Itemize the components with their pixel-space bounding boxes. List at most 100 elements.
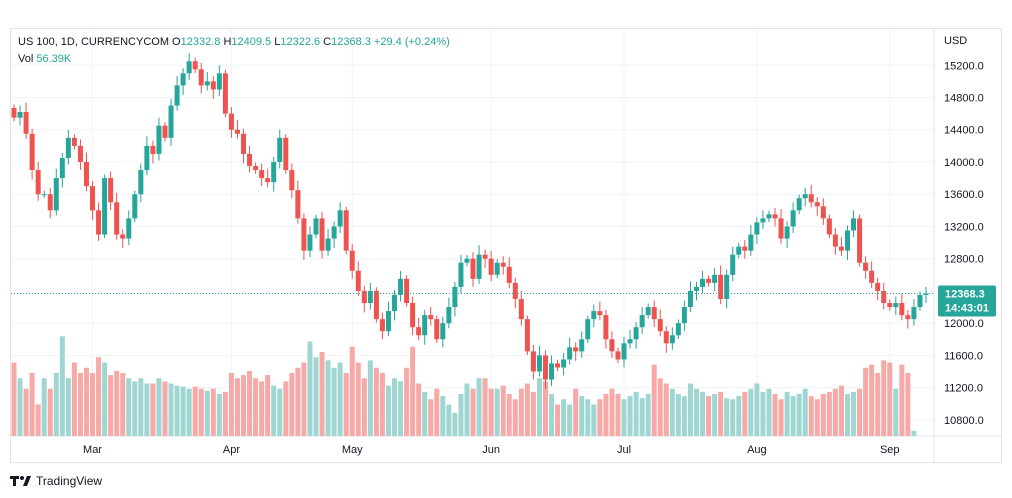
candle-body: [621, 343, 627, 360]
candle-body: [410, 303, 416, 328]
candle-body: [857, 218, 863, 263]
volume-bar: [162, 381, 168, 436]
symbol-label[interactable]: US 100, 1D, CURRENCYCOM: [18, 36, 169, 48]
volume-bar: [301, 362, 307, 436]
volume-bar: [476, 378, 482, 436]
volume-value: 56.39K: [36, 53, 72, 65]
candle-body: [59, 157, 65, 179]
volume-bar: [869, 364, 875, 436]
month-label: Mar: [83, 444, 102, 456]
candle-body: [452, 286, 458, 308]
volume-bar: [857, 388, 863, 436]
volume-label[interactable]: Vol: [18, 53, 34, 65]
volume-bar: [687, 383, 693, 436]
candle-body: [83, 161, 89, 187]
volume-bar: [905, 373, 911, 436]
volume-bar: [754, 383, 760, 436]
candle-body: [325, 238, 331, 251]
open-value: 12332.8: [180, 36, 221, 48]
candlestick-chart[interactable]: USD 15200.0 14800.0 14400.0 14000.0 13600.0 1…: [0, 0, 1012, 470]
candle-body: [283, 137, 289, 171]
volume-bar: [410, 346, 416, 436]
volume-bar: [265, 375, 271, 436]
volume-bar: [512, 399, 518, 436]
candle-body: [923, 293, 929, 295]
chart-frame[interactable]: [10, 28, 1002, 463]
candle-body: [760, 218, 766, 223]
candle-body: [754, 222, 760, 235]
volume-bar: [283, 381, 289, 436]
volume-bar: [53, 373, 59, 436]
price-tick-label: 10800.0: [944, 415, 984, 427]
candle-body: [464, 258, 470, 263]
volume-bar: [488, 388, 494, 436]
last-price-value: 12368.3: [945, 288, 985, 300]
volume-bar: [657, 378, 663, 436]
candle-body: [627, 339, 633, 344]
volume-bar: [138, 378, 144, 436]
volume-bar: [71, 362, 77, 436]
volume-bar: [77, 373, 83, 436]
volume-bar: [669, 388, 675, 436]
volume-bar: [681, 396, 687, 436]
candle-body: [301, 218, 307, 251]
price-tick-label: 15200.0: [944, 60, 984, 72]
candle-body: [585, 319, 591, 340]
volume-bar: [65, 378, 71, 436]
volume-bar: [579, 396, 585, 436]
price-tick-label: 12800.0: [944, 254, 984, 266]
candle-body: [838, 246, 844, 251]
candle-body: [35, 170, 41, 195]
candle-body: [893, 303, 899, 308]
volume-bar: [826, 391, 832, 436]
price-tick-label: 13600.0: [944, 189, 984, 201]
volume-bar: [615, 394, 621, 436]
month-label: Aug: [747, 444, 767, 456]
volume-bar: [724, 398, 730, 436]
volume-bar: [156, 378, 162, 436]
volume-bar: [398, 381, 404, 436]
candle-body: [216, 73, 222, 90]
candle-body: [259, 170, 265, 179]
candle-body: [742, 246, 748, 251]
candle-body: [609, 339, 615, 352]
volume-bar: [893, 388, 899, 436]
volume-bar: [524, 383, 530, 436]
candle-body: [869, 270, 875, 283]
volume-bar: [404, 367, 410, 436]
tradingview-logo-icon[interactable]: [10, 474, 32, 488]
volume-bar: [114, 370, 120, 436]
volume-bar: [319, 352, 325, 436]
candle-body: [138, 170, 144, 195]
price-tick-label: 12000.0: [944, 318, 984, 330]
open-label: O: [172, 36, 181, 48]
candle-body: [681, 307, 687, 324]
candle-body: [234, 129, 240, 134]
volume-bar: [555, 404, 561, 436]
candle-body: [645, 307, 651, 316]
price-tick-label: 14800.0: [944, 93, 984, 105]
price-axis[interactable]: USD 15200.0 14800.0 14400.0 14000.0 13600.0 1…: [944, 35, 984, 427]
volume-bar: [814, 399, 820, 436]
candle-body: [53, 178, 59, 211]
candle-body: [367, 290, 373, 304]
tradingview-brand[interactable]: TradingView: [36, 474, 103, 488]
close-label: C: [323, 36, 332, 48]
volume-bar: [609, 388, 615, 436]
volume-bar: [567, 404, 573, 436]
volume-bar: [422, 391, 428, 436]
volume-bar: [899, 364, 905, 436]
last-price-tag-bg: [938, 285, 996, 317]
volume-bar: [820, 394, 826, 436]
volume-bar: [192, 386, 198, 436]
candle-body: [241, 133, 247, 154]
volume-bar: [295, 367, 301, 436]
candle-body: [337, 210, 343, 227]
candle-body: [826, 218, 832, 235]
candle-body: [289, 170, 295, 191]
time-axis[interactable]: Mar Apr May Jun Jul Aug Sep: [83, 444, 900, 456]
candle-body: [355, 270, 361, 291]
candle-body: [114, 202, 120, 235]
candle-body: [476, 254, 482, 279]
candle-body: [603, 315, 609, 340]
